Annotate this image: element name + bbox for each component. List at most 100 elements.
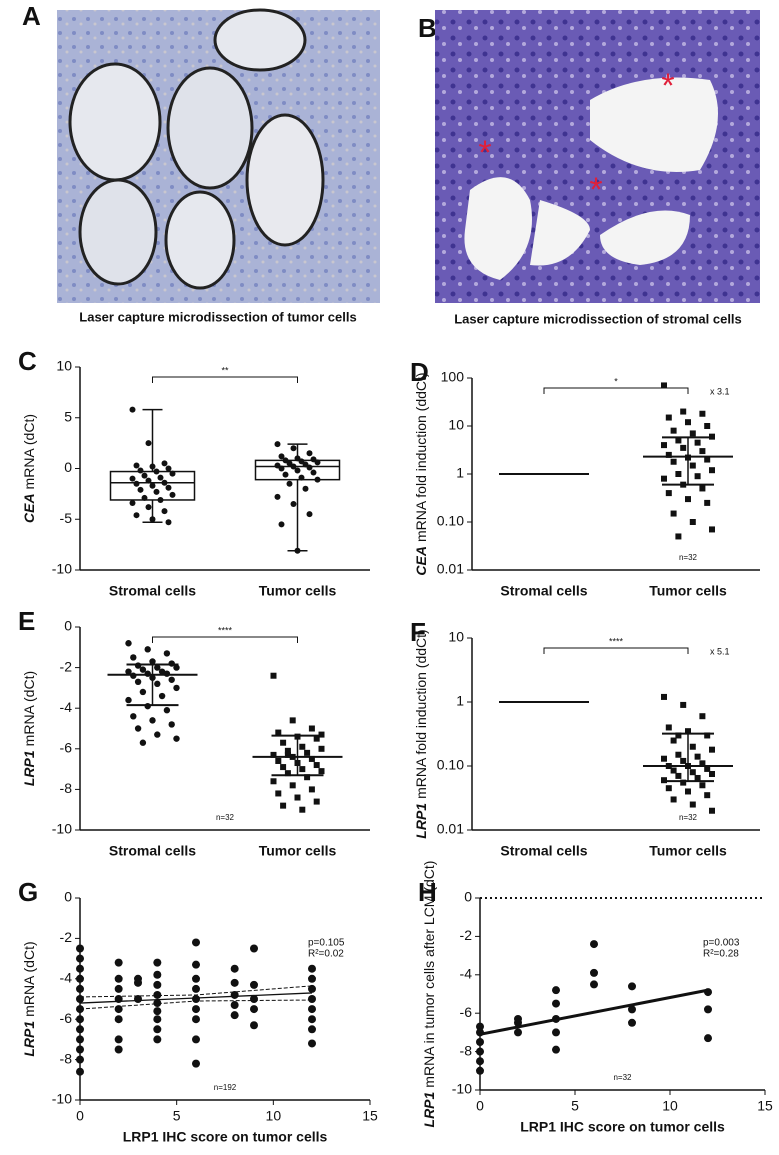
point <box>313 735 320 742</box>
y-tick-label: 0 <box>64 618 72 634</box>
y-label-gene: CEA <box>21 493 37 523</box>
capture-hole <box>530 200 590 266</box>
point <box>130 654 137 661</box>
point <box>289 717 296 724</box>
significance-bracket <box>152 636 298 643</box>
point <box>192 1035 200 1044</box>
point <box>139 688 147 696</box>
point <box>173 664 180 671</box>
point <box>130 672 137 679</box>
point <box>313 762 320 769</box>
point <box>699 410 706 417</box>
capture-hole <box>78 178 158 286</box>
point <box>689 430 696 437</box>
point <box>294 467 301 474</box>
panel-letter: E <box>18 606 35 636</box>
point <box>114 1045 123 1054</box>
y-tick-label: -8 <box>460 1042 473 1058</box>
capture-hole <box>245 113 325 247</box>
point <box>149 717 156 724</box>
capture-hole <box>166 66 254 190</box>
fold-label: x 5.1 <box>710 646 730 656</box>
point <box>133 462 140 469</box>
point <box>680 701 687 708</box>
point <box>306 511 313 518</box>
point <box>675 732 682 739</box>
y-tick-label: 0 <box>64 889 72 905</box>
point <box>275 757 282 764</box>
y-tick-label: 100 <box>441 369 465 385</box>
point <box>665 451 672 458</box>
y-axis-label: CEA mRNA fold induction (ddCt) <box>413 372 429 575</box>
significance-bracket <box>152 376 298 383</box>
point <box>192 1059 200 1068</box>
y-tick-label: -6 <box>60 740 73 756</box>
y-tick-label: -4 <box>460 966 473 982</box>
y-tick-label: 0.01 <box>437 821 464 837</box>
point <box>680 757 687 764</box>
y-tick-label: -10 <box>52 1091 72 1107</box>
point <box>685 788 691 795</box>
point <box>310 469 317 476</box>
significance-bracket <box>543 647 689 654</box>
y-tick-label: 5 <box>64 408 72 424</box>
y-axis-label: CEA mRNA (dCt) <box>21 414 37 523</box>
confidence-band <box>79 999 313 1010</box>
point <box>141 494 148 501</box>
point <box>192 1005 200 1014</box>
capture-hole <box>590 77 718 172</box>
y-tick-label: -10 <box>52 821 72 837</box>
point <box>168 721 175 728</box>
capture-hole <box>464 177 532 280</box>
point <box>680 408 687 415</box>
point <box>665 414 672 421</box>
point <box>280 739 287 746</box>
panel-letter: D <box>410 357 429 387</box>
point <box>670 767 677 774</box>
x-tick-label: 5 <box>173 1108 181 1124</box>
chart-panel: E -10 -8 -6 -4 -2 0 LRP1 mRNA (dCt) Stromal cells… <box>18 606 370 859</box>
point <box>661 475 667 482</box>
point <box>308 1025 316 1034</box>
point <box>514 1018 522 1027</box>
point <box>137 486 144 493</box>
point <box>694 473 701 480</box>
point <box>270 672 277 679</box>
point <box>308 786 315 793</box>
point <box>318 731 325 738</box>
point <box>165 465 172 472</box>
point <box>590 940 598 949</box>
x-tick-label: 10 <box>662 1098 678 1114</box>
point <box>689 801 696 808</box>
point <box>704 732 711 739</box>
point <box>699 782 706 789</box>
point <box>153 1015 162 1024</box>
point <box>709 770 715 777</box>
point <box>299 766 306 773</box>
point <box>114 974 123 983</box>
point <box>76 944 84 953</box>
point <box>173 684 180 692</box>
point <box>302 485 309 492</box>
point <box>114 958 123 967</box>
significance-label: * <box>614 376 618 386</box>
point <box>284 770 291 777</box>
point <box>274 441 281 448</box>
point <box>161 460 168 467</box>
x-tick-label: Tumor cells <box>259 843 337 859</box>
y-tick-label: 0 <box>64 459 72 475</box>
point <box>139 666 147 673</box>
stats-label: R²=0.28 <box>703 949 739 960</box>
point <box>154 731 161 738</box>
point <box>709 746 715 753</box>
point <box>689 743 696 750</box>
point <box>299 743 306 750</box>
point <box>169 470 176 477</box>
point <box>514 1028 522 1037</box>
point <box>163 707 171 714</box>
marker: * <box>589 171 602 209</box>
stats-label: R²=0.02 <box>308 949 344 960</box>
caption: Laser capture microdissection of tumor c… <box>79 309 356 324</box>
panel-letter: G <box>18 877 38 907</box>
point <box>153 1025 162 1034</box>
